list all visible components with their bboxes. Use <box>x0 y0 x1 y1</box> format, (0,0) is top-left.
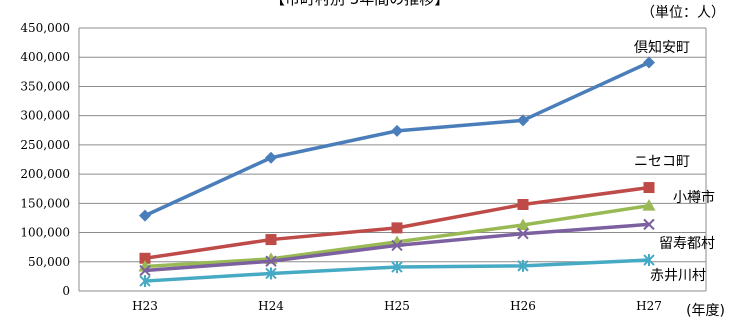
y-tick-label: 250,000 <box>20 138 70 152</box>
x-tick-label: H23 <box>132 299 158 313</box>
data-point <box>517 114 529 127</box>
marker-stroke <box>391 239 403 252</box>
x-tick-label: H24 <box>258 299 284 313</box>
series-label: ニセコ町 <box>634 154 690 170</box>
y-tick-label: 350,000 <box>20 79 70 93</box>
data-point <box>139 264 151 277</box>
y-tick-label: 0 <box>62 284 70 298</box>
series-label: 倶知安町 <box>634 39 690 56</box>
y-tick-label: 150,000 <box>20 196 70 210</box>
data-point <box>265 151 277 164</box>
data-point <box>139 252 151 264</box>
data-point <box>517 228 529 240</box>
data-point <box>391 124 403 137</box>
data-point <box>643 56 655 69</box>
series-line <box>143 60 651 218</box>
data-point <box>265 234 277 246</box>
marker-stroke <box>139 264 151 277</box>
data-point <box>391 222 403 234</box>
unit-label: （単位：人） <box>641 5 725 21</box>
data-point <box>643 182 655 194</box>
marker-stroke <box>517 228 529 240</box>
data-point <box>391 261 403 274</box>
x-axis-ticks: H23 H24 H25 H26 H27 <box>132 299 662 313</box>
series-label: 小樽市 <box>673 189 715 206</box>
marker-stroke <box>643 218 655 231</box>
marker-stroke <box>265 255 277 267</box>
x-tick-label: H27 <box>636 299 662 313</box>
data-point <box>517 259 529 272</box>
x-tick-label: H25 <box>384 299 410 313</box>
y-tick-label: 450,000 <box>20 21 70 35</box>
y-axis-ticks: 0 50,000 100,000 150,000 200,000 250,000 300,0… <box>20 21 70 298</box>
data-point <box>139 209 151 222</box>
y-tick-label: 100,000 <box>20 226 70 240</box>
data-point <box>643 254 655 267</box>
x-tick-label: H26 <box>510 299 536 313</box>
y-tick-label: 50,000 <box>28 255 70 269</box>
y-tick-label: 300,000 <box>20 109 70 123</box>
data-point <box>517 199 529 211</box>
data-point <box>139 275 151 288</box>
data-point <box>391 239 403 252</box>
axes <box>78 27 707 292</box>
data-point <box>265 255 277 267</box>
x-axis-unit-label: (年度) <box>686 303 725 319</box>
chart-title: 【市町村別 5年間の推移】 <box>270 0 449 8</box>
data-point <box>516 218 530 230</box>
y-tick-label: 200,000 <box>20 167 70 181</box>
data-point <box>265 267 277 280</box>
data-point <box>642 199 656 211</box>
series-label: 留寿都村 <box>659 235 715 252</box>
data-point <box>643 218 655 231</box>
y-tick-label: 400,000 <box>20 50 70 64</box>
series-group <box>138 56 656 288</box>
series-label: 赤井川村 <box>650 268 706 284</box>
